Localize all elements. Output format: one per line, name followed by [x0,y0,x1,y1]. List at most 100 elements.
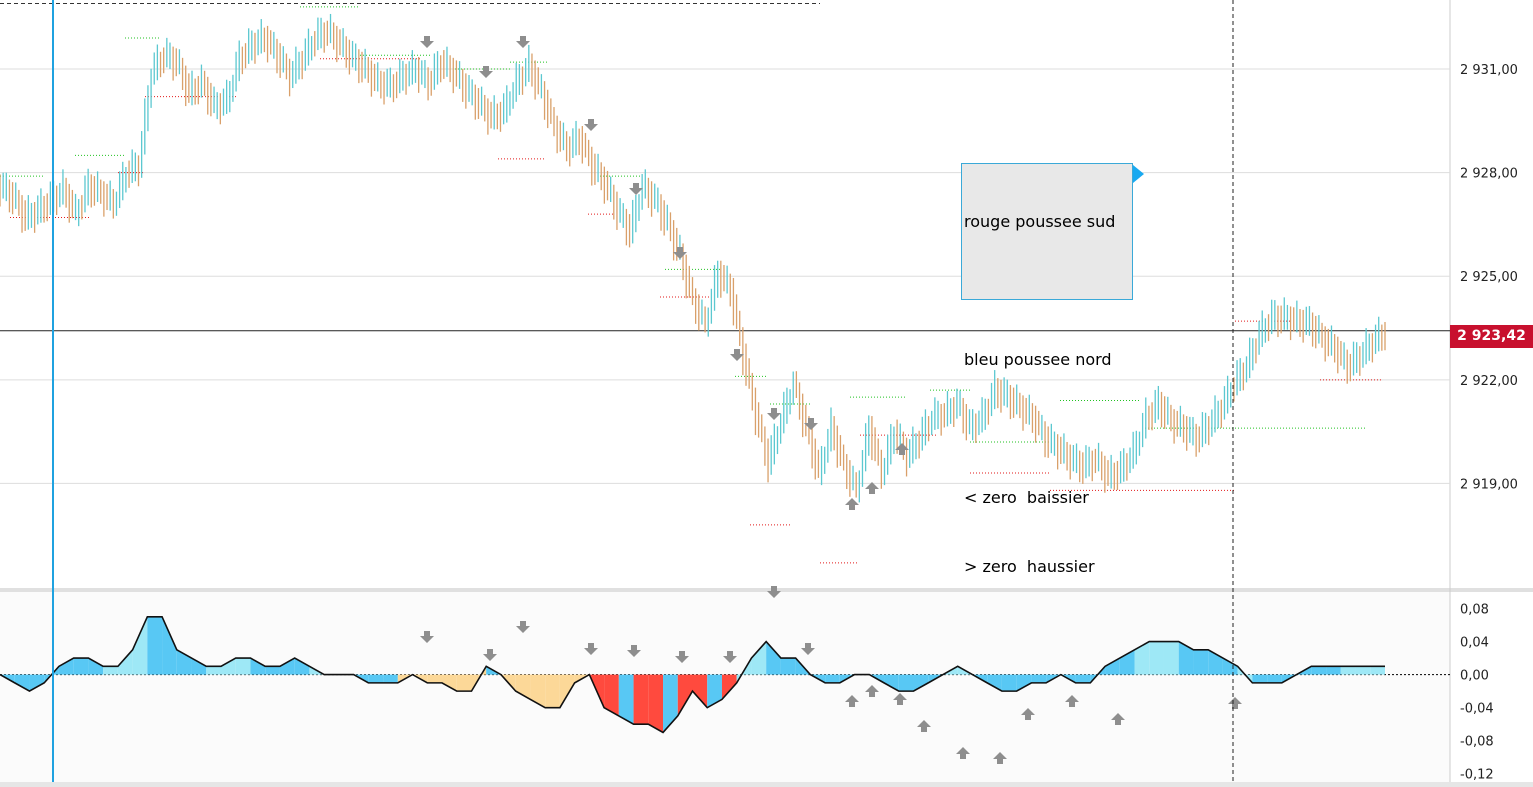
down-arrow-icon [675,651,689,663]
osc-area-segment [751,641,767,675]
osc-area-segment [1105,658,1120,675]
price-tick-label: 2 919,00 [1460,477,1518,492]
up-arrow-icon [956,747,970,759]
osc-area-segment [1355,666,1371,675]
osc-area-segment [294,658,310,675]
osc-area-segment [176,649,192,675]
down-arrow-icon [420,36,434,48]
osc-area-segment [1163,641,1179,675]
osc-area-segment [1178,641,1194,675]
osc-area-segment [383,674,398,683]
down-arrow-icon [723,651,737,663]
osc-area-segment [250,658,266,675]
osc-area-segment [545,674,560,708]
osc-area-segment [780,658,796,675]
osc-area-segment [721,674,737,700]
price-tick-label: 2 922,00 [1460,374,1518,389]
osc-area-segment [530,674,546,708]
osc-area-segment [265,666,280,675]
up-arrow-icon [1111,713,1125,725]
osc-area-segment [1311,666,1327,675]
osc-tick-label: -0,12 [1460,768,1494,783]
down-arrow-icon [767,408,781,420]
osc-area-segment [1193,649,1209,675]
price-tick-label: 2 925,00 [1460,270,1518,285]
osc-area-segment [279,658,295,675]
osc-area-segment [559,674,575,708]
up-arrow-icon [845,695,859,707]
price-tick-label: 2 928,00 [1460,167,1518,182]
osc-area-segment [162,616,177,675]
osc-area-segment [1370,666,1385,675]
osc-area-segment [913,674,929,692]
down-arrow-icon [801,643,815,655]
up-arrow-icon [917,720,931,732]
osc-area-segment [368,674,384,683]
current-price-badge: 2 923,42 [1450,325,1533,348]
osc-area-segment [648,674,664,733]
price-panel [0,0,1450,587]
osc-area-segment [1340,666,1356,675]
cursor-lines [52,0,1234,782]
osc-tick-label: -0,08 [1460,735,1494,750]
osc-area-segment [1001,674,1017,692]
osc-area-segment [103,666,118,675]
legend-line-red: rouge poussee sud [964,212,1116,231]
osc-area-segment [88,658,104,675]
down-arrow-icon [516,621,530,633]
down-arrow-icon [420,631,434,643]
osc-area-segment [132,616,148,675]
osc-area-segment [707,674,722,708]
osc-area-segment [442,674,457,692]
osc-area-segment [1075,674,1091,683]
osc-tick-label: -0,04 [1460,702,1494,717]
up-arrow-icon [1021,708,1035,720]
legend-box[interactable]: rouge poussee sud bleu poussee nord < ze… [961,163,1133,576]
osc-area-segment [1119,649,1135,675]
down-arrow-icon [673,247,687,259]
osc-area-segment [456,674,472,692]
osc-area-segment [692,674,708,708]
up-arrow-icon [1065,695,1079,707]
osc-area-segment [191,658,207,675]
osc-area-segment [206,666,222,675]
down-arrow-icon [629,183,643,195]
up-arrow-icon [993,752,1007,764]
osc-area-segment [1134,641,1150,675]
y-axis-ticks: 2 931,00 2 928,00 2 925,00 2 922,00 2 919,00… [1460,63,1518,783]
osc-area-segment [29,674,45,692]
osc-area-segment [117,649,133,675]
osc-line [0,615,1385,734]
down-arrow-icon [730,349,744,361]
osc-area-segment [1149,641,1164,675]
osc-area-segment [825,674,840,683]
osc-area-segment [677,674,693,716]
price-bars [0,13,1386,503]
price-tick-label: 2 931,00 [1460,63,1518,78]
osc-area-segment [58,658,74,675]
osc-area-segment [663,674,678,733]
osc-area-segment [898,674,914,692]
osc-area-segment [221,658,236,675]
legend-line-blank [964,279,1132,302]
osc-area-segment [427,674,443,683]
osc-area-segment [1252,674,1268,683]
osc-area-segment [987,674,1002,692]
osc-area-segment [884,674,899,692]
osc-area-segment [235,658,251,675]
down-arrow-icon [627,645,641,657]
up-arrow-icon [865,482,879,494]
down-arrow-icon [804,418,818,430]
up-arrow-icon [865,685,879,697]
legend-line-bullish: > zero haussier [964,557,1095,576]
down-arrow-icon [516,36,530,48]
up-arrow-icon [893,693,907,705]
down-arrow-icon [584,643,598,655]
osc-tick-label: 0,04 [1460,636,1489,651]
legend-line-blue: bleu poussee nord [964,350,1112,369]
osc-tick-label: 0,00 [1460,669,1489,684]
osc-area-segment [73,658,89,675]
osc-tick-label: 0,08 [1460,603,1489,618]
osc-area-segment [1267,674,1282,683]
up-arrow-icon [845,498,859,510]
